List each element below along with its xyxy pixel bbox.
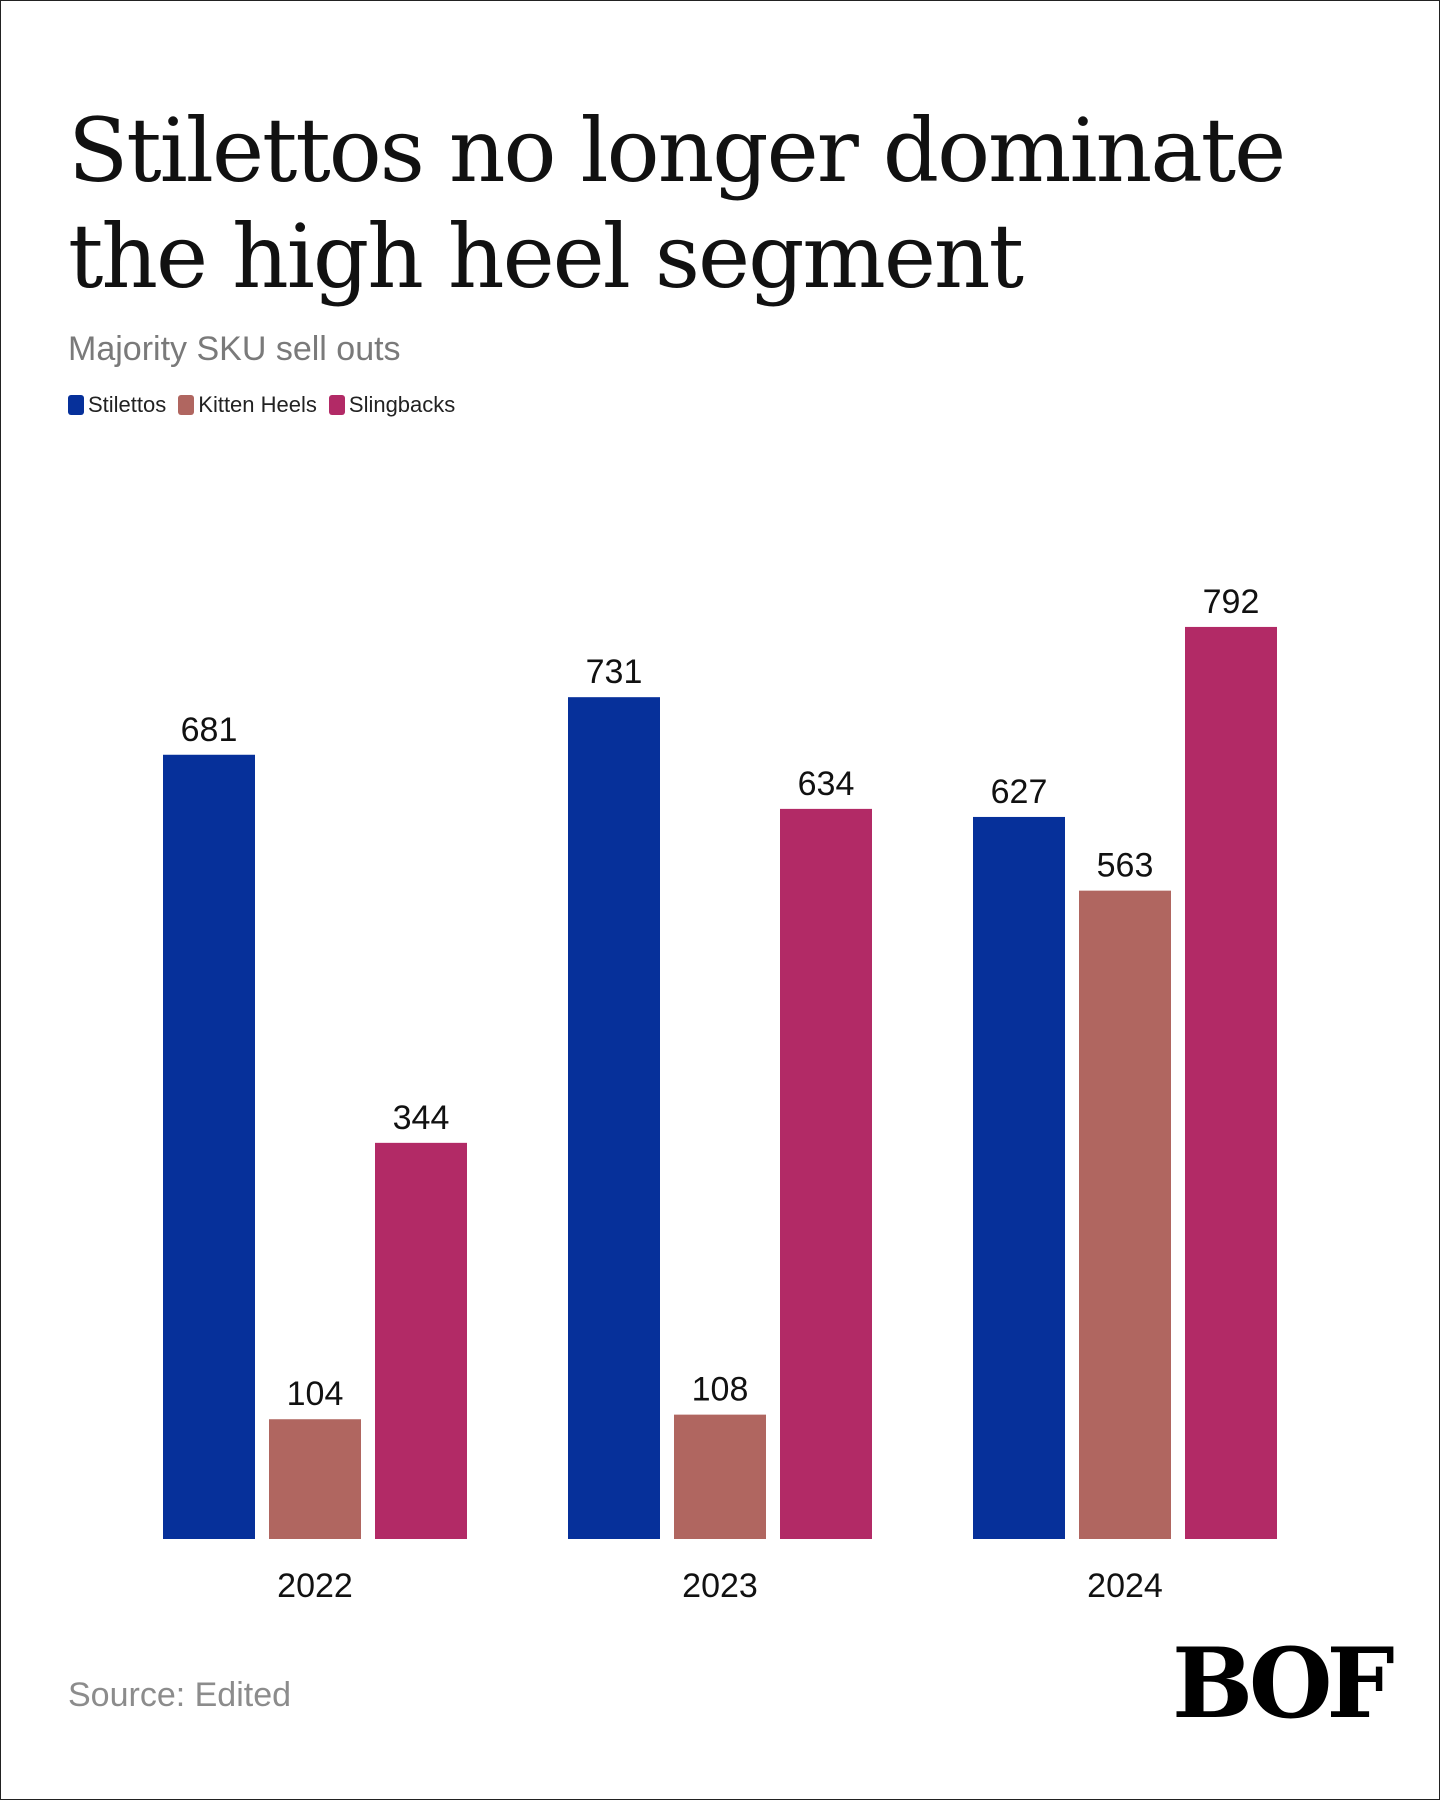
legend-label-kitten-heels: Kitten Heels	[198, 392, 317, 417]
data-label-stilettos-2024: 627	[991, 773, 1048, 811]
chart-title: Stilettos no longer dominate the high he…	[68, 99, 1286, 308]
data-label-slingbacks-2024: 792	[1203, 583, 1260, 621]
data-label-kitten-heels-2024: 563	[1097, 847, 1154, 885]
bar-slingbacks-2022	[375, 1142, 467, 1539]
bar-kitten-heels-2022	[269, 1419, 361, 1539]
legend-item-slingbacks: Slingbacks	[328, 392, 456, 418]
legend-item-kitten-heels: Kitten Heels	[178, 392, 317, 418]
data-label-slingbacks-2022: 344	[393, 1099, 450, 1137]
legend-swatch-stilettos	[68, 395, 84, 415]
bar-stilettos-2023	[568, 697, 660, 1539]
source-note: Source: Edited	[68, 1676, 292, 1714]
legend-swatch-kitten-heels	[178, 395, 195, 415]
bar-stilettos-2024	[973, 816, 1065, 1539]
x-tick-label-2022: 2022	[277, 1567, 353, 1605]
data-label-slingbacks-2023: 634	[798, 765, 855, 803]
data-label-stilettos-2023: 731	[586, 653, 643, 691]
x-tick-label-2023: 2023	[682, 1567, 758, 1605]
data-label-stilettos-2022: 681	[181, 711, 238, 749]
data-label-kitten-heels-2022: 104	[287, 1375, 344, 1413]
bar-slingbacks-2023	[780, 808, 872, 1539]
legend-swatch-slingbacks	[328, 395, 345, 415]
legend-item-stilettos: Stilettos	[68, 392, 166, 418]
bar-kitten-heels-2024	[1079, 890, 1171, 1539]
data-label-kitten-heels-2023: 108	[692, 1371, 749, 1409]
bar-kitten-heels-2023	[674, 1414, 766, 1539]
bof-logo: BOF	[1172, 1627, 1395, 1740]
chart-subtitle: Majority SKU sell outs	[68, 330, 401, 368]
bar-slingbacks-2024	[1185, 626, 1277, 1539]
bar-stilettos-2022	[163, 754, 255, 1539]
legend-label-stilettos: Stilettos	[88, 392, 167, 417]
legend: Stilettos Kitten Heels Slingbacks	[68, 392, 467, 418]
legend-label-slingbacks: Slingbacks	[348, 392, 456, 417]
x-tick-label-2024: 2024	[1087, 1567, 1163, 1605]
